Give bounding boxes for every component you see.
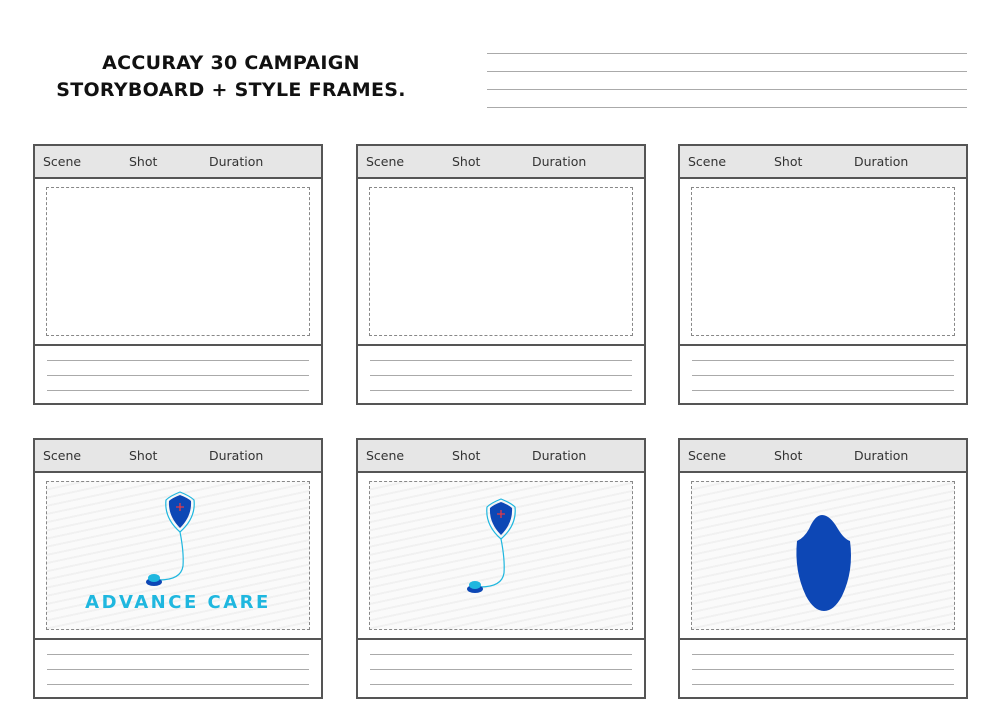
- note-line: [487, 53, 967, 54]
- shield-icon: [796, 515, 851, 611]
- title-line-1: ACCURAY 30 CAMPAIGN: [102, 52, 360, 74]
- note-line: [692, 669, 954, 670]
- scene-label: Scene: [688, 154, 727, 169]
- scene-label: Scene: [43, 448, 82, 463]
- note-line: [487, 71, 967, 72]
- frame-placeholder: [691, 481, 955, 630]
- panel-header: Scene Shot Duration: [680, 440, 966, 473]
- frame-placeholder: ADVANCE CARE: [46, 481, 310, 630]
- note-line: [47, 375, 309, 376]
- note-line: [47, 669, 309, 670]
- panel-header: Scene Shot Duration: [680, 146, 966, 179]
- note-line: [487, 89, 967, 90]
- shot-label: Shot: [774, 448, 803, 463]
- scene-label: Scene: [43, 154, 82, 169]
- shot-label: Shot: [452, 154, 481, 169]
- storyboard-panel: Scene Shot Duration: [356, 438, 646, 699]
- storyboard-panel: Scene Shot Duration ADVANCE CARE: [33, 438, 323, 699]
- scene-label: Scene: [366, 154, 405, 169]
- duration-label: Duration: [854, 154, 909, 169]
- panel-header: Scene Shot Duration: [358, 440, 644, 473]
- frame-area: ADVANCE CARE: [35, 473, 321, 640]
- storyboard-panel: Scene Shot Duration: [678, 438, 968, 699]
- shot-label: Shot: [452, 448, 481, 463]
- frame-area: [358, 473, 644, 640]
- frame-placeholder: [46, 187, 310, 336]
- note-line: [370, 654, 632, 655]
- scene-label: Scene: [688, 448, 727, 463]
- frame-area: [680, 473, 966, 640]
- panel-header: Scene Shot Duration: [35, 440, 321, 473]
- frame-area: [35, 179, 321, 346]
- duration-label: Duration: [209, 154, 264, 169]
- shot-label: Shot: [129, 448, 158, 463]
- frame-placeholder: [691, 187, 955, 336]
- panel-header: Scene Shot Duration: [35, 146, 321, 179]
- note-line: [370, 669, 632, 670]
- frame-placeholder: [369, 187, 633, 336]
- duration-label: Duration: [209, 448, 264, 463]
- note-line: [47, 654, 309, 655]
- note-line: [692, 654, 954, 655]
- note-line: [692, 375, 954, 376]
- duration-label: Duration: [854, 448, 909, 463]
- note-line: [47, 390, 309, 391]
- note-line: [370, 684, 632, 685]
- duration-label: Duration: [532, 448, 587, 463]
- note-line: [370, 390, 632, 391]
- shot-label: Shot: [129, 154, 158, 169]
- note-line: [370, 360, 632, 361]
- note-line: [692, 390, 954, 391]
- storyboard-panel: Scene Shot Duration: [356, 144, 646, 405]
- frame-placeholder: [369, 481, 633, 630]
- duration-label: Duration: [532, 154, 587, 169]
- campaign-caption: ADVANCE CARE: [85, 592, 271, 613]
- note-line: [370, 375, 632, 376]
- note-line: [47, 684, 309, 685]
- panel-header: Scene Shot Duration: [358, 146, 644, 179]
- page-title: ACCURAY 30 CAMPAIGN STORYBOARD + STYLE F…: [40, 50, 422, 104]
- stethoscope-shield-logo-icon: [146, 491, 195, 586]
- note-line: [487, 107, 967, 108]
- frame-area: [358, 179, 644, 346]
- storyboard-panel: Scene Shot Duration: [33, 144, 323, 405]
- note-line: [47, 360, 309, 361]
- shot-label: Shot: [774, 154, 803, 169]
- storyboard-panel: Scene Shot Duration: [678, 144, 968, 405]
- stethoscope-shield-logo-icon: [467, 498, 516, 593]
- note-line: [692, 360, 954, 361]
- scene-label: Scene: [366, 448, 405, 463]
- note-line: [692, 684, 954, 685]
- title-line-2: STORYBOARD + STYLE FRAMES.: [56, 79, 406, 101]
- frame-area: [680, 179, 966, 346]
